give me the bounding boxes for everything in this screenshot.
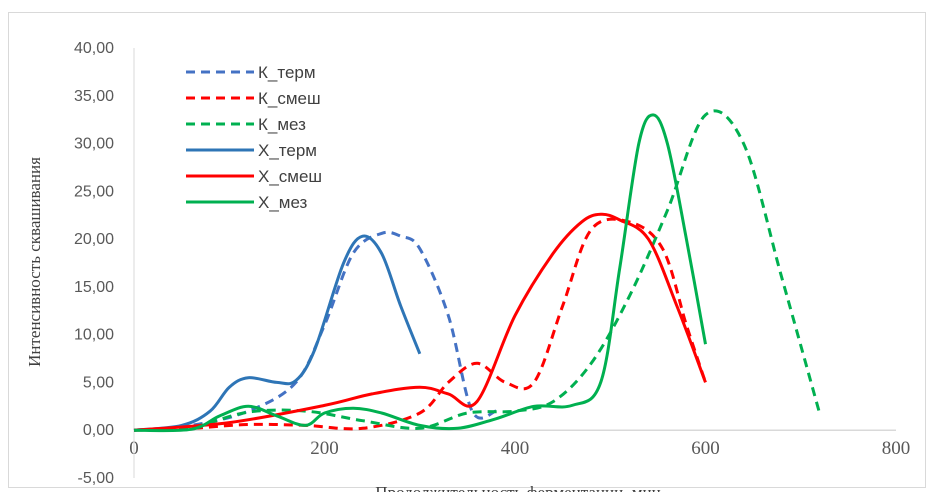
y-axis-ticks: -5,00 0,00 5,00 10,00 15,00 20,00 25,00 30,00 35… xyxy=(74,40,114,487)
y-tick-label: 35,00 xyxy=(74,88,114,105)
y-tick-label: 25,00 xyxy=(74,183,114,200)
y-tick-label: 0,00 xyxy=(83,422,114,439)
y-tick-label: 10,00 xyxy=(74,327,114,344)
legend-label: К_терм xyxy=(258,63,316,82)
series-line-6 xyxy=(133,113,707,433)
series-line-4 xyxy=(133,234,422,432)
y-tick-label: 20,00 xyxy=(74,231,114,248)
y-axis-title: Интенсивность сквашивания xyxy=(25,157,44,367)
y-tick-label: 5,00 xyxy=(83,374,114,391)
series-line-2 xyxy=(133,217,707,432)
legend-label: Х_смеш xyxy=(258,167,322,186)
x-tick-label: 400 xyxy=(501,438,530,459)
legend: К_терм К_смеш К_мез Х_терм Х_смеш Х_мез xyxy=(186,63,322,212)
series-layer xyxy=(133,109,822,433)
x-tick-label: 200 xyxy=(310,438,339,459)
y-tick-label: 40,00 xyxy=(74,40,114,57)
x-axis-title: Продолжительность ферментации, мин xyxy=(375,483,660,492)
x-axis-ticks: 0 200 400 600 800 xyxy=(129,438,910,459)
legend-label: Х_терм xyxy=(258,141,317,160)
y-tick-label: 15,00 xyxy=(74,279,114,296)
series-line-5 xyxy=(133,212,707,432)
y-tick-label: -5,00 xyxy=(78,470,115,487)
series-line-3 xyxy=(133,109,822,432)
series-line-1 xyxy=(133,230,497,432)
x-tick-label: 600 xyxy=(691,438,720,459)
legend-label: К_мез xyxy=(258,115,306,134)
y-tick-label: 30,00 xyxy=(74,136,114,153)
x-tick-label: 800 xyxy=(882,438,911,459)
legend-label: К_смеш xyxy=(258,89,321,108)
legend-label: Х_мез xyxy=(258,193,308,212)
